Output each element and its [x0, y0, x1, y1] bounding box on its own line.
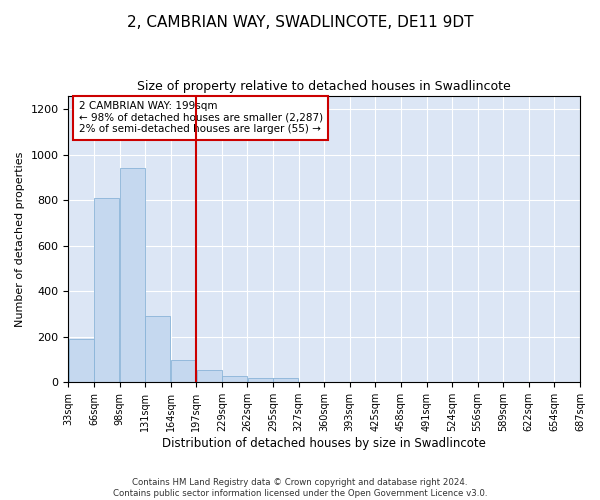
Bar	[273, 378, 298, 382]
Bar	[171, 360, 196, 382]
Bar	[197, 370, 221, 382]
X-axis label: Distribution of detached houses by size in Swadlincote: Distribution of detached houses by size …	[162, 437, 486, 450]
Bar	[222, 376, 247, 382]
Bar	[145, 316, 170, 382]
Bar	[68, 339, 94, 382]
Text: 2, CAMBRIAN WAY, SWADLINCOTE, DE11 9DT: 2, CAMBRIAN WAY, SWADLINCOTE, DE11 9DT	[127, 15, 473, 30]
Text: 2 CAMBRIAN WAY: 199sqm
← 98% of detached houses are smaller (2,287)
2% of semi-d: 2 CAMBRIAN WAY: 199sqm ← 98% of detached…	[79, 102, 323, 134]
Bar	[94, 198, 119, 382]
Bar	[120, 168, 145, 382]
Title: Size of property relative to detached houses in Swadlincote: Size of property relative to detached ho…	[137, 80, 511, 93]
Bar	[248, 378, 273, 382]
Text: Contains HM Land Registry data © Crown copyright and database right 2024.
Contai: Contains HM Land Registry data © Crown c…	[113, 478, 487, 498]
Y-axis label: Number of detached properties: Number of detached properties	[15, 152, 25, 326]
